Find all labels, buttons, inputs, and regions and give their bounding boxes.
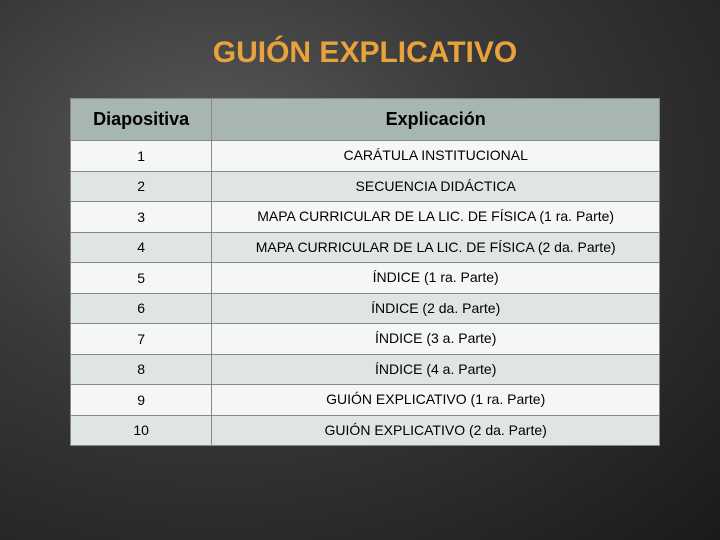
table-row: 9 GUIÓN EXPLICATIVO (1 ra. Parte) bbox=[71, 385, 660, 416]
explanation-table: Diapositiva Explicación 1 CARÁTULA INSTI… bbox=[70, 98, 660, 446]
cell-num: 9 bbox=[71, 385, 212, 416]
cell-desc: ÍNDICE (1 ra. Parte) bbox=[212, 263, 660, 294]
cell-num: 2 bbox=[71, 171, 212, 202]
header-explicacion: Explicación bbox=[212, 99, 660, 141]
slide-title: GUIÓN EXPLICATIVO bbox=[70, 36, 660, 70]
cell-num: 4 bbox=[71, 232, 212, 263]
header-diapositiva: Diapositiva bbox=[71, 99, 212, 141]
table-header-row: Diapositiva Explicación bbox=[71, 99, 660, 141]
table-row: 6 ÍNDICE (2 da. Parte) bbox=[71, 293, 660, 324]
cell-desc: MAPA CURRICULAR DE LA LIC. DE FÍSICA (1 … bbox=[212, 202, 660, 233]
cell-num: 6 bbox=[71, 293, 212, 324]
cell-num: 1 bbox=[71, 141, 212, 172]
cell-desc: ÍNDICE (2 da. Parte) bbox=[212, 293, 660, 324]
table-row: 10 GUIÓN EXPLICATIVO (2 da. Parte) bbox=[71, 415, 660, 446]
table-row: 7 ÍNDICE (3 a. Parte) bbox=[71, 324, 660, 355]
cell-desc: MAPA CURRICULAR DE LA LIC. DE FÍSICA (2 … bbox=[212, 232, 660, 263]
table-row: 8 ÍNDICE (4 a. Parte) bbox=[71, 354, 660, 385]
table-row: 1 CARÁTULA INSTITUCIONAL bbox=[71, 141, 660, 172]
cell-desc: CARÁTULA INSTITUCIONAL bbox=[212, 141, 660, 172]
cell-num: 10 bbox=[71, 415, 212, 446]
cell-desc: ÍNDICE (4 a. Parte) bbox=[212, 354, 660, 385]
cell-desc: ÍNDICE (3 a. Parte) bbox=[212, 324, 660, 355]
cell-desc: SECUENCIA DIDÁCTICA bbox=[212, 171, 660, 202]
cell-desc: GUIÓN EXPLICATIVO (1 ra. Parte) bbox=[212, 385, 660, 416]
slide: GUIÓN EXPLICATIVO Diapositiva Explicació… bbox=[0, 0, 720, 540]
table-row: 5 ÍNDICE (1 ra. Parte) bbox=[71, 263, 660, 294]
cell-num: 3 bbox=[71, 202, 212, 233]
cell-num: 5 bbox=[71, 263, 212, 294]
table-row: 4 MAPA CURRICULAR DE LA LIC. DE FÍSICA (… bbox=[71, 232, 660, 263]
table-row: 2 SECUENCIA DIDÁCTICA bbox=[71, 171, 660, 202]
table-row: 3 MAPA CURRICULAR DE LA LIC. DE FÍSICA (… bbox=[71, 202, 660, 233]
cell-num: 7 bbox=[71, 324, 212, 355]
cell-num: 8 bbox=[71, 354, 212, 385]
cell-desc: GUIÓN EXPLICATIVO (2 da. Parte) bbox=[212, 415, 660, 446]
